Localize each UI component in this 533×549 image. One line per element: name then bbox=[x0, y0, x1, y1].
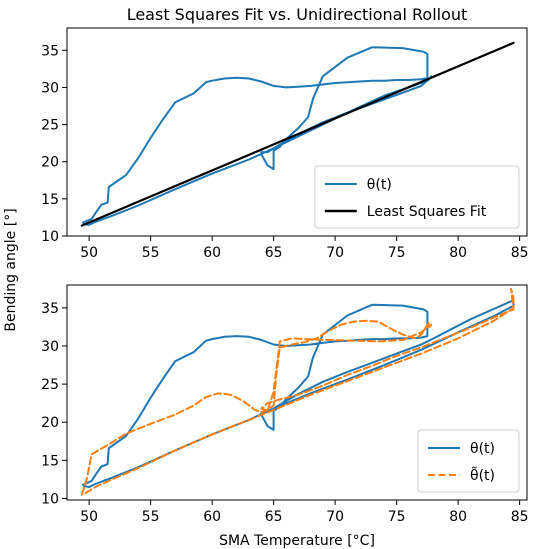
legend-label-0-1: Least Squares Fit bbox=[367, 204, 487, 220]
shared-x-axis-label: SMA Temperature [°C] bbox=[219, 533, 375, 549]
series-line-1-1 bbox=[80, 287, 515, 496]
x-tick-label-1-6: 80 bbox=[449, 509, 467, 525]
x-tick-label-0-5: 75 bbox=[388, 245, 406, 261]
legend-0: θ(t) Least Squares Fit bbox=[314, 165, 520, 229]
y-tick-label-0-4: 30 bbox=[41, 80, 59, 96]
x-tick-label-1-7: 85 bbox=[511, 509, 529, 525]
shared-y-axis-label: Bending angle [°] bbox=[3, 208, 19, 331]
x-tick-label-0-6: 80 bbox=[449, 245, 467, 261]
y-tick-label-0-2: 20 bbox=[41, 155, 59, 171]
bottom-chart-panel: 50 55 60 65 70 75 80 85 10 15 20 25 30 35 θ(t) θ̃(t) bbox=[41, 284, 529, 525]
series-line-0-1 bbox=[80, 41, 515, 227]
x-tick-label-0-2: 60 bbox=[203, 245, 221, 261]
x-tick-label-0-0: 50 bbox=[80, 245, 98, 261]
top-chart-panel: Least Squares Fit vs. Unidirectional Rol… bbox=[41, 5, 528, 261]
x-tick-label-0-3: 65 bbox=[265, 245, 283, 261]
x-tick-label-0-4: 70 bbox=[326, 245, 344, 261]
x-tick-label-1-5: 75 bbox=[388, 509, 406, 525]
legend-label-0-0: θ(t) bbox=[367, 177, 392, 193]
legend-label-1-0: θ(t) bbox=[470, 441, 495, 457]
plot-frame-0 bbox=[66, 27, 528, 237]
y-tick-label-1-5: 35 bbox=[41, 301, 59, 317]
y-tick-label-0-1: 15 bbox=[41, 192, 59, 208]
legend-box-1 bbox=[417, 429, 520, 493]
y-tick-label-0-0: 10 bbox=[41, 229, 59, 245]
x-tick-label-0-7: 85 bbox=[511, 245, 529, 261]
x-tick-label-1-0: 50 bbox=[80, 509, 98, 525]
x-tick-label-1-3: 65 bbox=[265, 509, 283, 525]
y-tick-label-1-2: 20 bbox=[41, 415, 59, 431]
plot-frame-1 bbox=[66, 284, 528, 501]
x-tick-label-1-1: 55 bbox=[142, 509, 160, 525]
legend-label-1-1: θ̃(t) bbox=[470, 466, 495, 484]
chart-title-0: Least Squares Fit vs. Unidirectional Rol… bbox=[127, 5, 468, 24]
legend-1: θ(t) θ̃(t) bbox=[417, 429, 520, 493]
y-tick-label-1-0: 10 bbox=[41, 491, 59, 507]
y-tick-label-1-1: 15 bbox=[41, 453, 59, 469]
x-tick-label-1-2: 60 bbox=[203, 509, 221, 525]
x-tick-label-0-1: 55 bbox=[142, 245, 160, 261]
y-tick-label-0-5: 35 bbox=[41, 43, 59, 59]
legend-box-0 bbox=[314, 165, 520, 229]
x-tick-label-1-4: 70 bbox=[326, 509, 344, 525]
y-tick-label-0-3: 25 bbox=[41, 118, 59, 134]
y-tick-label-1-4: 30 bbox=[41, 339, 59, 355]
y-tick-label-1-3: 25 bbox=[41, 377, 59, 393]
